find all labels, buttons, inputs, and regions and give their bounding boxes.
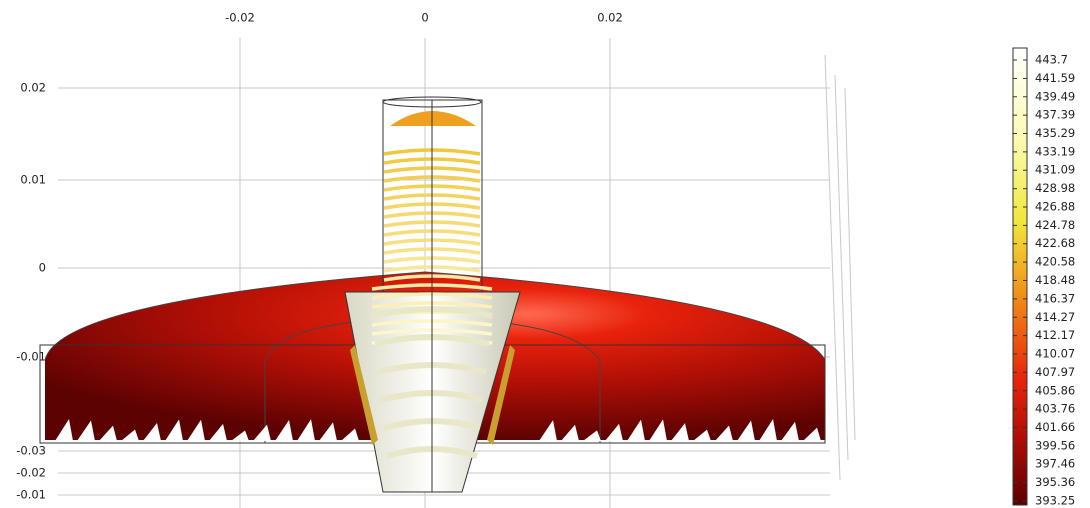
tooth: [341, 428, 359, 441]
colorbar-label: 433.19: [1035, 144, 1075, 158]
colorbar-label: 412.17: [1035, 328, 1075, 342]
outline: [44, 271, 826, 361]
z-tick-label: 0.02: [20, 81, 46, 95]
colorbar-label: 420.58: [1035, 255, 1075, 269]
tooth: [231, 430, 249, 441]
colorbar-label: 397.46: [1035, 457, 1075, 471]
tooth: [297, 419, 315, 441]
colorbar-label: 431.09: [1035, 163, 1075, 177]
tooth: [77, 420, 95, 441]
z-tick-label: -0.02: [16, 466, 46, 480]
tooth: [649, 419, 667, 441]
tooth: [561, 424, 579, 441]
colorbar-label: 439.49: [1035, 89, 1075, 103]
colorbar-label: 401.66: [1035, 420, 1075, 434]
scene: [39, 96, 826, 493]
tooth: [715, 425, 733, 441]
z-tick-label: 0.01: [20, 173, 46, 187]
colorbar-label: 435.29: [1035, 126, 1075, 140]
tooth: [671, 423, 689, 441]
tooth: [693, 429, 711, 441]
colorbar-label: 428.98: [1035, 181, 1075, 195]
grid-line: [834, 74, 849, 461]
tooth: [781, 421, 799, 441]
tooth: [187, 419, 205, 441]
tooth: [165, 419, 183, 441]
cap: [390, 111, 476, 126]
frustum-edge: [350, 345, 378, 445]
colorbar-label: 399.56: [1035, 438, 1075, 452]
tooth: [99, 425, 117, 441]
z-tick-label: -0.03: [16, 444, 46, 458]
tooth: [627, 419, 645, 441]
colorbar-label: 418.48: [1035, 273, 1075, 287]
z-tick-label: 0: [39, 261, 46, 275]
colorbar-label: 443.7: [1035, 53, 1068, 67]
x-tick-label: 0.02: [597, 11, 623, 25]
tooth: [121, 429, 139, 441]
tooth: [275, 420, 293, 441]
frustum-edge: [487, 345, 515, 445]
tooth: [253, 424, 271, 441]
tooth: [605, 423, 623, 441]
tooth: [583, 430, 601, 441]
grid-line: [824, 54, 841, 481]
colorbar-label: 403.76: [1035, 402, 1075, 416]
tooth: [209, 423, 227, 441]
colorbar: [1012, 47, 1028, 506]
colorbar-label: 437.39: [1035, 108, 1075, 122]
colorbar-label: 395.36: [1035, 475, 1075, 489]
colorbar-label: 407.97: [1035, 365, 1075, 379]
tooth: [55, 419, 73, 441]
colorbar-label: 441.59: [1035, 71, 1075, 85]
z-tick-label: -0.01: [16, 488, 46, 502]
colorbar-label: 410.07: [1035, 346, 1075, 360]
z-tick-label: -0.01: [16, 350, 46, 364]
x-tick-label: -0.02: [225, 11, 255, 25]
colorbar-label: 414.27: [1035, 310, 1075, 324]
colorbar-label: 422.68: [1035, 236, 1075, 250]
colorbar-label: 405.86: [1035, 383, 1075, 397]
colorbar-label: 424.78: [1035, 218, 1075, 232]
tooth: [759, 419, 777, 441]
colorbar-label: 393.25: [1035, 494, 1075, 508]
colorbar-ticks: 443.7 441.59 439.49 437.39 435.29 433.19 431.0…: [1013, 53, 1075, 508]
grid-line: [844, 87, 856, 441]
x-tick-label: 0: [421, 11, 428, 25]
tooth: [539, 420, 557, 441]
colorbar-label: 416.37: [1035, 291, 1075, 305]
tooth: [803, 427, 821, 441]
colorbar-label: 426.88: [1035, 200, 1075, 214]
tooth: [737, 420, 755, 441]
teeth: [55, 419, 821, 441]
tooth: [319, 422, 337, 441]
tooth: [143, 423, 161, 441]
